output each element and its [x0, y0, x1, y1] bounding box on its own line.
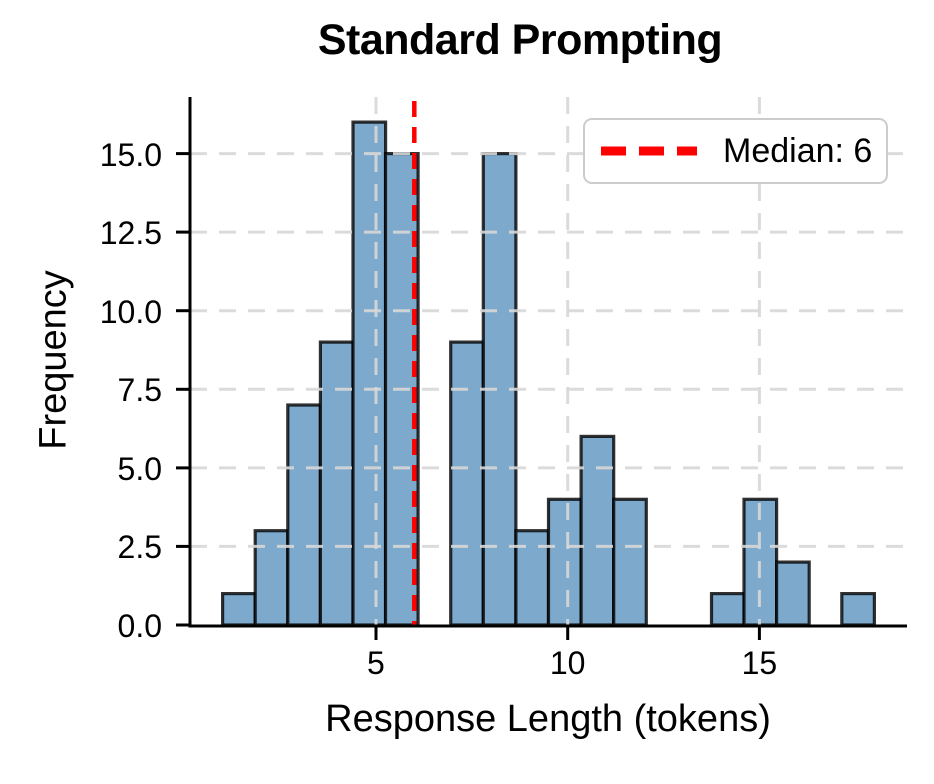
histogram-bar — [221, 591, 257, 627]
chart-title: Standard Prompting — [317, 16, 723, 64]
x-axis-label: Response Length (tokens) — [325, 698, 771, 740]
histogram-bar — [579, 434, 616, 627]
histogram-bar — [351, 120, 388, 627]
legend-label: Median: 6 — [723, 131, 873, 170]
y-tick-label: 2.5 — [117, 529, 162, 566]
y-tick-label: 7.5 — [117, 372, 162, 409]
histogram-bar — [709, 591, 746, 627]
histogram-bar — [840, 591, 876, 627]
histogram-bar — [449, 340, 485, 627]
x-tick-label: 15 — [741, 645, 778, 681]
legend: Median: 6 — [583, 118, 888, 184]
histogram-bar — [286, 403, 322, 627]
x-tick-label: 5 — [367, 645, 385, 681]
y-tick-label: 15.0 — [99, 136, 162, 173]
y-tick-label: 5.0 — [117, 450, 162, 487]
histogram-bar — [612, 497, 648, 627]
median-line-legend-sample-icon — [601, 146, 697, 156]
histogram-bar — [318, 340, 355, 627]
histogram-bar — [774, 560, 811, 627]
y-tick-label: 0.0 — [117, 608, 162, 644]
y-tick-label: 10.0 — [99, 293, 162, 330]
histogram-bar — [253, 529, 290, 627]
x-tick-label: 10 — [549, 645, 586, 681]
histogram-bar — [514, 529, 551, 627]
y-tick-label: 12.5 — [99, 215, 162, 252]
histogram-bar — [546, 497, 583, 627]
